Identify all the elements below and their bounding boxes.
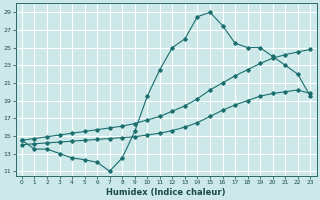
X-axis label: Humidex (Indice chaleur): Humidex (Indice chaleur): [106, 188, 226, 197]
